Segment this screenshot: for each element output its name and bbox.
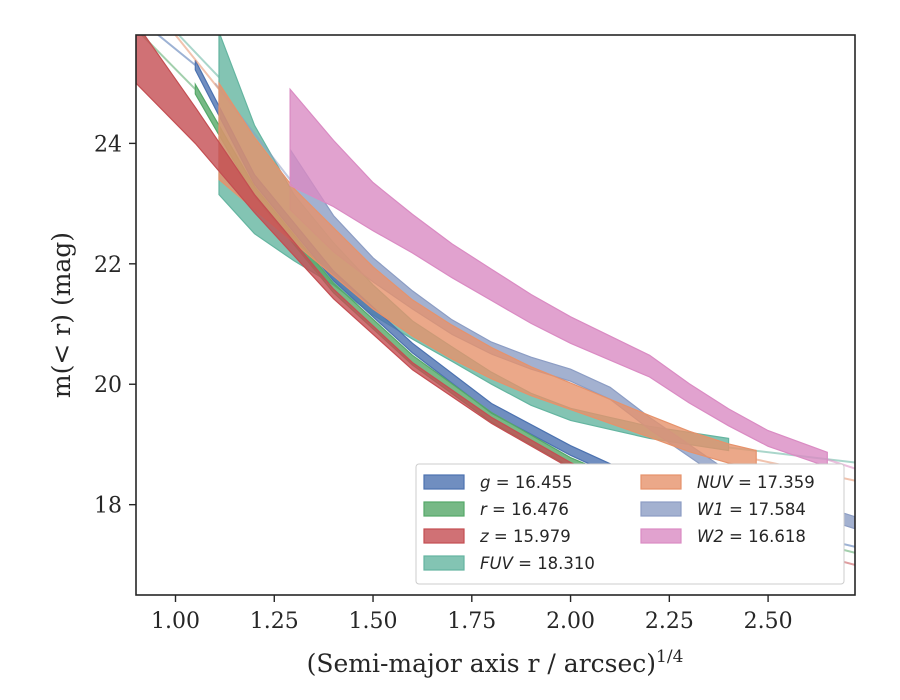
legend-label-fuv-variable: FUV xyxy=(480,554,515,573)
legend-entry-fuv: FUV = 18.310 xyxy=(423,554,595,573)
legend-label-r-equals: = xyxy=(487,500,511,519)
legend-label-w1-equals: = xyxy=(724,500,748,519)
legend-label-w2-value: 16.618 xyxy=(748,527,806,546)
x-axis: 1.00 1.25 1.50 1.75 2.00 2.25 2.50 xyxy=(151,595,793,634)
x-axis-title-superscript: 1/4 xyxy=(656,647,683,667)
x-tick-label-6: 2.50 xyxy=(744,609,793,634)
legend-label-z-equals: = xyxy=(489,527,513,546)
series-g-extension-start xyxy=(156,35,196,66)
legend-swatch-z xyxy=(423,528,465,544)
legend-swatch-r xyxy=(423,501,465,517)
y-tick-label-3: 24 xyxy=(94,132,122,157)
legend-label-r-variable: r xyxy=(480,500,488,519)
legend-label-fuv: FUV = 18.310 xyxy=(480,554,595,573)
legend-entry-nuv: NUV = 17.359 xyxy=(640,473,815,492)
series-nuv-band xyxy=(218,81,757,470)
x-tick-label-3: 1.75 xyxy=(447,609,496,634)
y-axis: 18 20 22 24 xyxy=(94,132,136,519)
legend-swatch-w1 xyxy=(640,501,682,517)
legend-entry-w2: W2 = 16.618 xyxy=(640,527,806,546)
series-nuv-extension-start xyxy=(174,35,220,90)
legend: g = 16.455 r = 16.476 z = 15.979 FUV = 18.3… xyxy=(415,463,845,585)
legend-label-g-equals: = xyxy=(490,473,514,492)
x-axis-title-main: (Semi-major axis r / arcsec) xyxy=(307,649,656,678)
legend-label-fuv-value: 18.310 xyxy=(537,554,595,573)
legend-entry-z: z = 15.979 xyxy=(423,527,571,546)
x-tick-label-0: 1.00 xyxy=(151,609,200,634)
x-tick-label-4: 2.00 xyxy=(546,609,595,634)
legend-label-w1-variable: W1 xyxy=(697,500,724,519)
legend-label-w2-variable: W2 xyxy=(697,527,724,546)
y-tick-label-0: 18 xyxy=(94,494,122,519)
legend-label-z: z = 15.979 xyxy=(479,527,571,546)
x-tick-label-5: 2.25 xyxy=(645,609,694,634)
series-w2-band xyxy=(289,87,828,468)
x-tick-label-1: 1.25 xyxy=(250,609,299,634)
legend-entry-w1: W1 = 17.584 xyxy=(640,500,806,519)
legend-label-g: g = 16.455 xyxy=(480,473,573,492)
legend-label-r: r = 16.476 xyxy=(480,500,569,519)
y-tick-label-2: 22 xyxy=(94,253,122,278)
legend-label-z-value: 15.979 xyxy=(513,527,571,546)
legend-label-nuv-equals: = xyxy=(733,473,757,492)
legend-label-w2: W2 = 16.618 xyxy=(697,527,806,546)
legend-label-nuv-variable: NUV xyxy=(697,473,734,492)
legend-entry-r: r = 16.476 xyxy=(423,500,569,519)
legend-label-w2-equals: = xyxy=(724,527,748,546)
legend-label-nuv-value: 17.359 xyxy=(757,473,815,492)
series-fuv-extension-start xyxy=(177,35,220,78)
y-tick-label-1: 20 xyxy=(94,373,122,398)
x-tick-label-2: 1.50 xyxy=(349,609,398,634)
legend-label-g-variable: g xyxy=(480,473,490,492)
legend-swatch-w2 xyxy=(640,528,682,544)
legend-swatch-fuv xyxy=(423,555,465,571)
legend-label-g-value: 16.455 xyxy=(515,473,573,492)
legend-label-z-variable: z xyxy=(479,527,489,546)
legend-label-nuv: NUV = 17.359 xyxy=(697,473,815,492)
x-axis-title: (Semi-major axis r / arcsec)1/4 xyxy=(307,647,684,678)
y-axis-title: m(< r) (mag) xyxy=(47,232,76,398)
legend-label-r-value: 16.476 xyxy=(511,500,569,519)
legend-label-w1-value: 17.584 xyxy=(748,500,806,519)
legend-swatch-nuv xyxy=(640,474,682,490)
legend-swatch-g xyxy=(423,474,465,490)
legend-label-w1: W1 = 17.584 xyxy=(697,500,806,519)
legend-entry-g: g = 16.455 xyxy=(423,473,573,492)
legend-label-fuv-equals: = xyxy=(513,554,537,573)
legend-frame xyxy=(415,463,845,585)
plot-frame xyxy=(135,34,856,596)
